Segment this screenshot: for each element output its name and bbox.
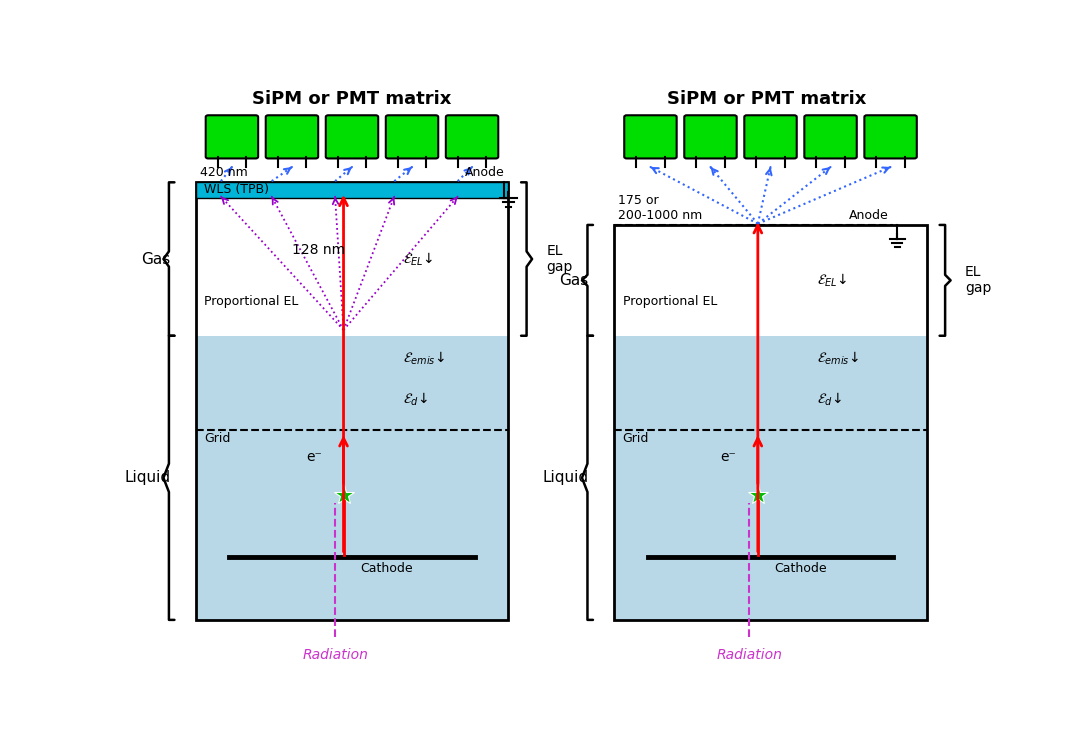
Text: $\mathcal{E}_{emis}$↓: $\mathcal{E}_{emis}$↓ <box>403 350 445 368</box>
Bar <box>195 182 508 620</box>
Text: $\mathcal{E}_{emis}$↓: $\mathcal{E}_{emis}$↓ <box>817 350 860 368</box>
FancyBboxPatch shape <box>206 115 259 159</box>
Text: Radiation: Radiation <box>302 648 368 662</box>
Text: e⁻: e⁻ <box>305 449 322 463</box>
Text: 128 nm: 128 nm <box>291 243 345 257</box>
Text: SiPM or PMT matrix: SiPM or PMT matrix <box>252 91 452 108</box>
Text: EL
gap: EL gap <box>547 244 573 274</box>
FancyBboxPatch shape <box>446 115 499 159</box>
Text: Proportional EL: Proportional EL <box>623 295 717 308</box>
Text: Liquid: Liquid <box>542 470 589 486</box>
Bar <box>195 182 508 198</box>
Text: WLS (TPB): WLS (TPB) <box>204 184 269 196</box>
FancyBboxPatch shape <box>266 115 319 159</box>
Text: Radiation: Radiation <box>717 648 782 662</box>
FancyBboxPatch shape <box>864 115 916 159</box>
Text: Grid: Grid <box>623 432 649 445</box>
Bar <box>614 336 927 620</box>
Text: 420 nm: 420 nm <box>200 167 248 179</box>
Text: Anode: Anode <box>465 167 504 179</box>
FancyBboxPatch shape <box>326 115 379 159</box>
Text: $\mathcal{E}_{d}$↓: $\mathcal{E}_{d}$↓ <box>817 391 842 408</box>
FancyBboxPatch shape <box>386 115 439 159</box>
Bar <box>195 182 508 336</box>
Bar <box>614 225 927 620</box>
Text: Gas: Gas <box>141 252 170 266</box>
Text: e⁻: e⁻ <box>720 449 736 463</box>
Text: Liquid: Liquid <box>124 470 170 486</box>
Text: Cathode: Cathode <box>360 562 413 575</box>
Text: SiPM or PMT matrix: SiPM or PMT matrix <box>667 91 866 108</box>
Text: 175 or
200-1000 nm: 175 or 200-1000 nm <box>619 194 703 222</box>
Text: Proportional EL: Proportional EL <box>204 295 299 308</box>
Text: Cathode: Cathode <box>775 562 827 575</box>
FancyBboxPatch shape <box>744 115 796 159</box>
Text: $\mathcal{E}_{EL}$↓: $\mathcal{E}_{EL}$↓ <box>817 272 848 289</box>
Bar <box>614 225 927 336</box>
FancyBboxPatch shape <box>684 115 736 159</box>
FancyBboxPatch shape <box>804 115 856 159</box>
Text: $\mathcal{E}_{d}$↓: $\mathcal{E}_{d}$↓ <box>403 391 428 408</box>
Text: Grid: Grid <box>204 432 230 445</box>
Text: $\mathcal{E}_{EL}$↓: $\mathcal{E}_{EL}$↓ <box>403 250 433 268</box>
Bar <box>195 336 508 620</box>
FancyBboxPatch shape <box>624 115 676 159</box>
Text: EL
gap: EL gap <box>966 265 992 295</box>
Text: Anode: Anode <box>849 209 889 222</box>
Text: Gas: Gas <box>560 273 589 288</box>
